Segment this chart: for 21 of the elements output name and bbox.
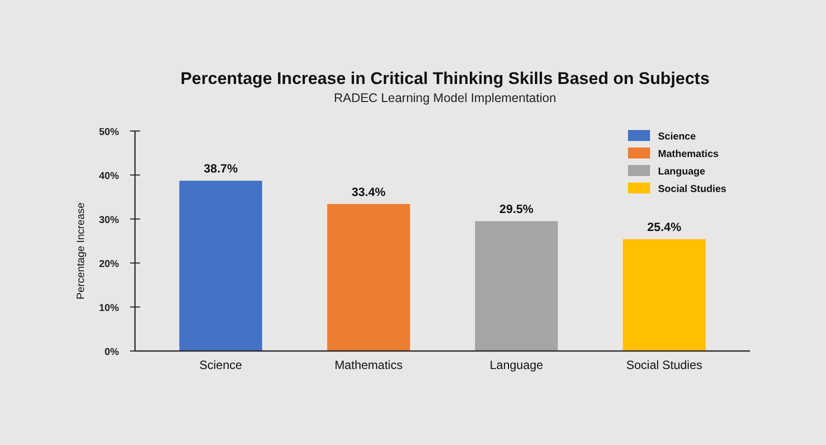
data-label: 38.7% — [204, 162, 238, 176]
y-tick-label: 50% — [98, 127, 120, 138]
legend-label: Language — [658, 166, 706, 178]
x-tick-label: Mathematics — [334, 358, 403, 372]
y-tick-label: 40% — [98, 171, 120, 182]
y-tick-label: 30% — [98, 215, 120, 226]
legend-label: Mathematics — [658, 149, 720, 160]
x-tick-label: Social Studies — [626, 358, 702, 372]
x-tick-label: Language — [490, 358, 544, 372]
y-tick-label: 10% — [98, 303, 120, 314]
data-label: 25.4% — [647, 220, 682, 234]
chart-subtitle: RADEC Learning Model Implementation — [334, 91, 556, 105]
legend-label: Social Studies — [658, 184, 727, 195]
legend-label: Science — [658, 132, 696, 142]
data-label: 33.4% — [352, 185, 386, 200]
y-axis-title: Percentage Increase — [75, 202, 87, 300]
y-tick-label: 0% — [104, 347, 120, 358]
y-tick-label: 20% — [98, 259, 120, 270]
x-tick-label: Science — [199, 358, 242, 372]
data-label: 29.5% — [499, 202, 534, 216]
chart-title: Percentage Increase in Critical Thinking Skills Based on Subjects — [180, 69, 710, 88]
